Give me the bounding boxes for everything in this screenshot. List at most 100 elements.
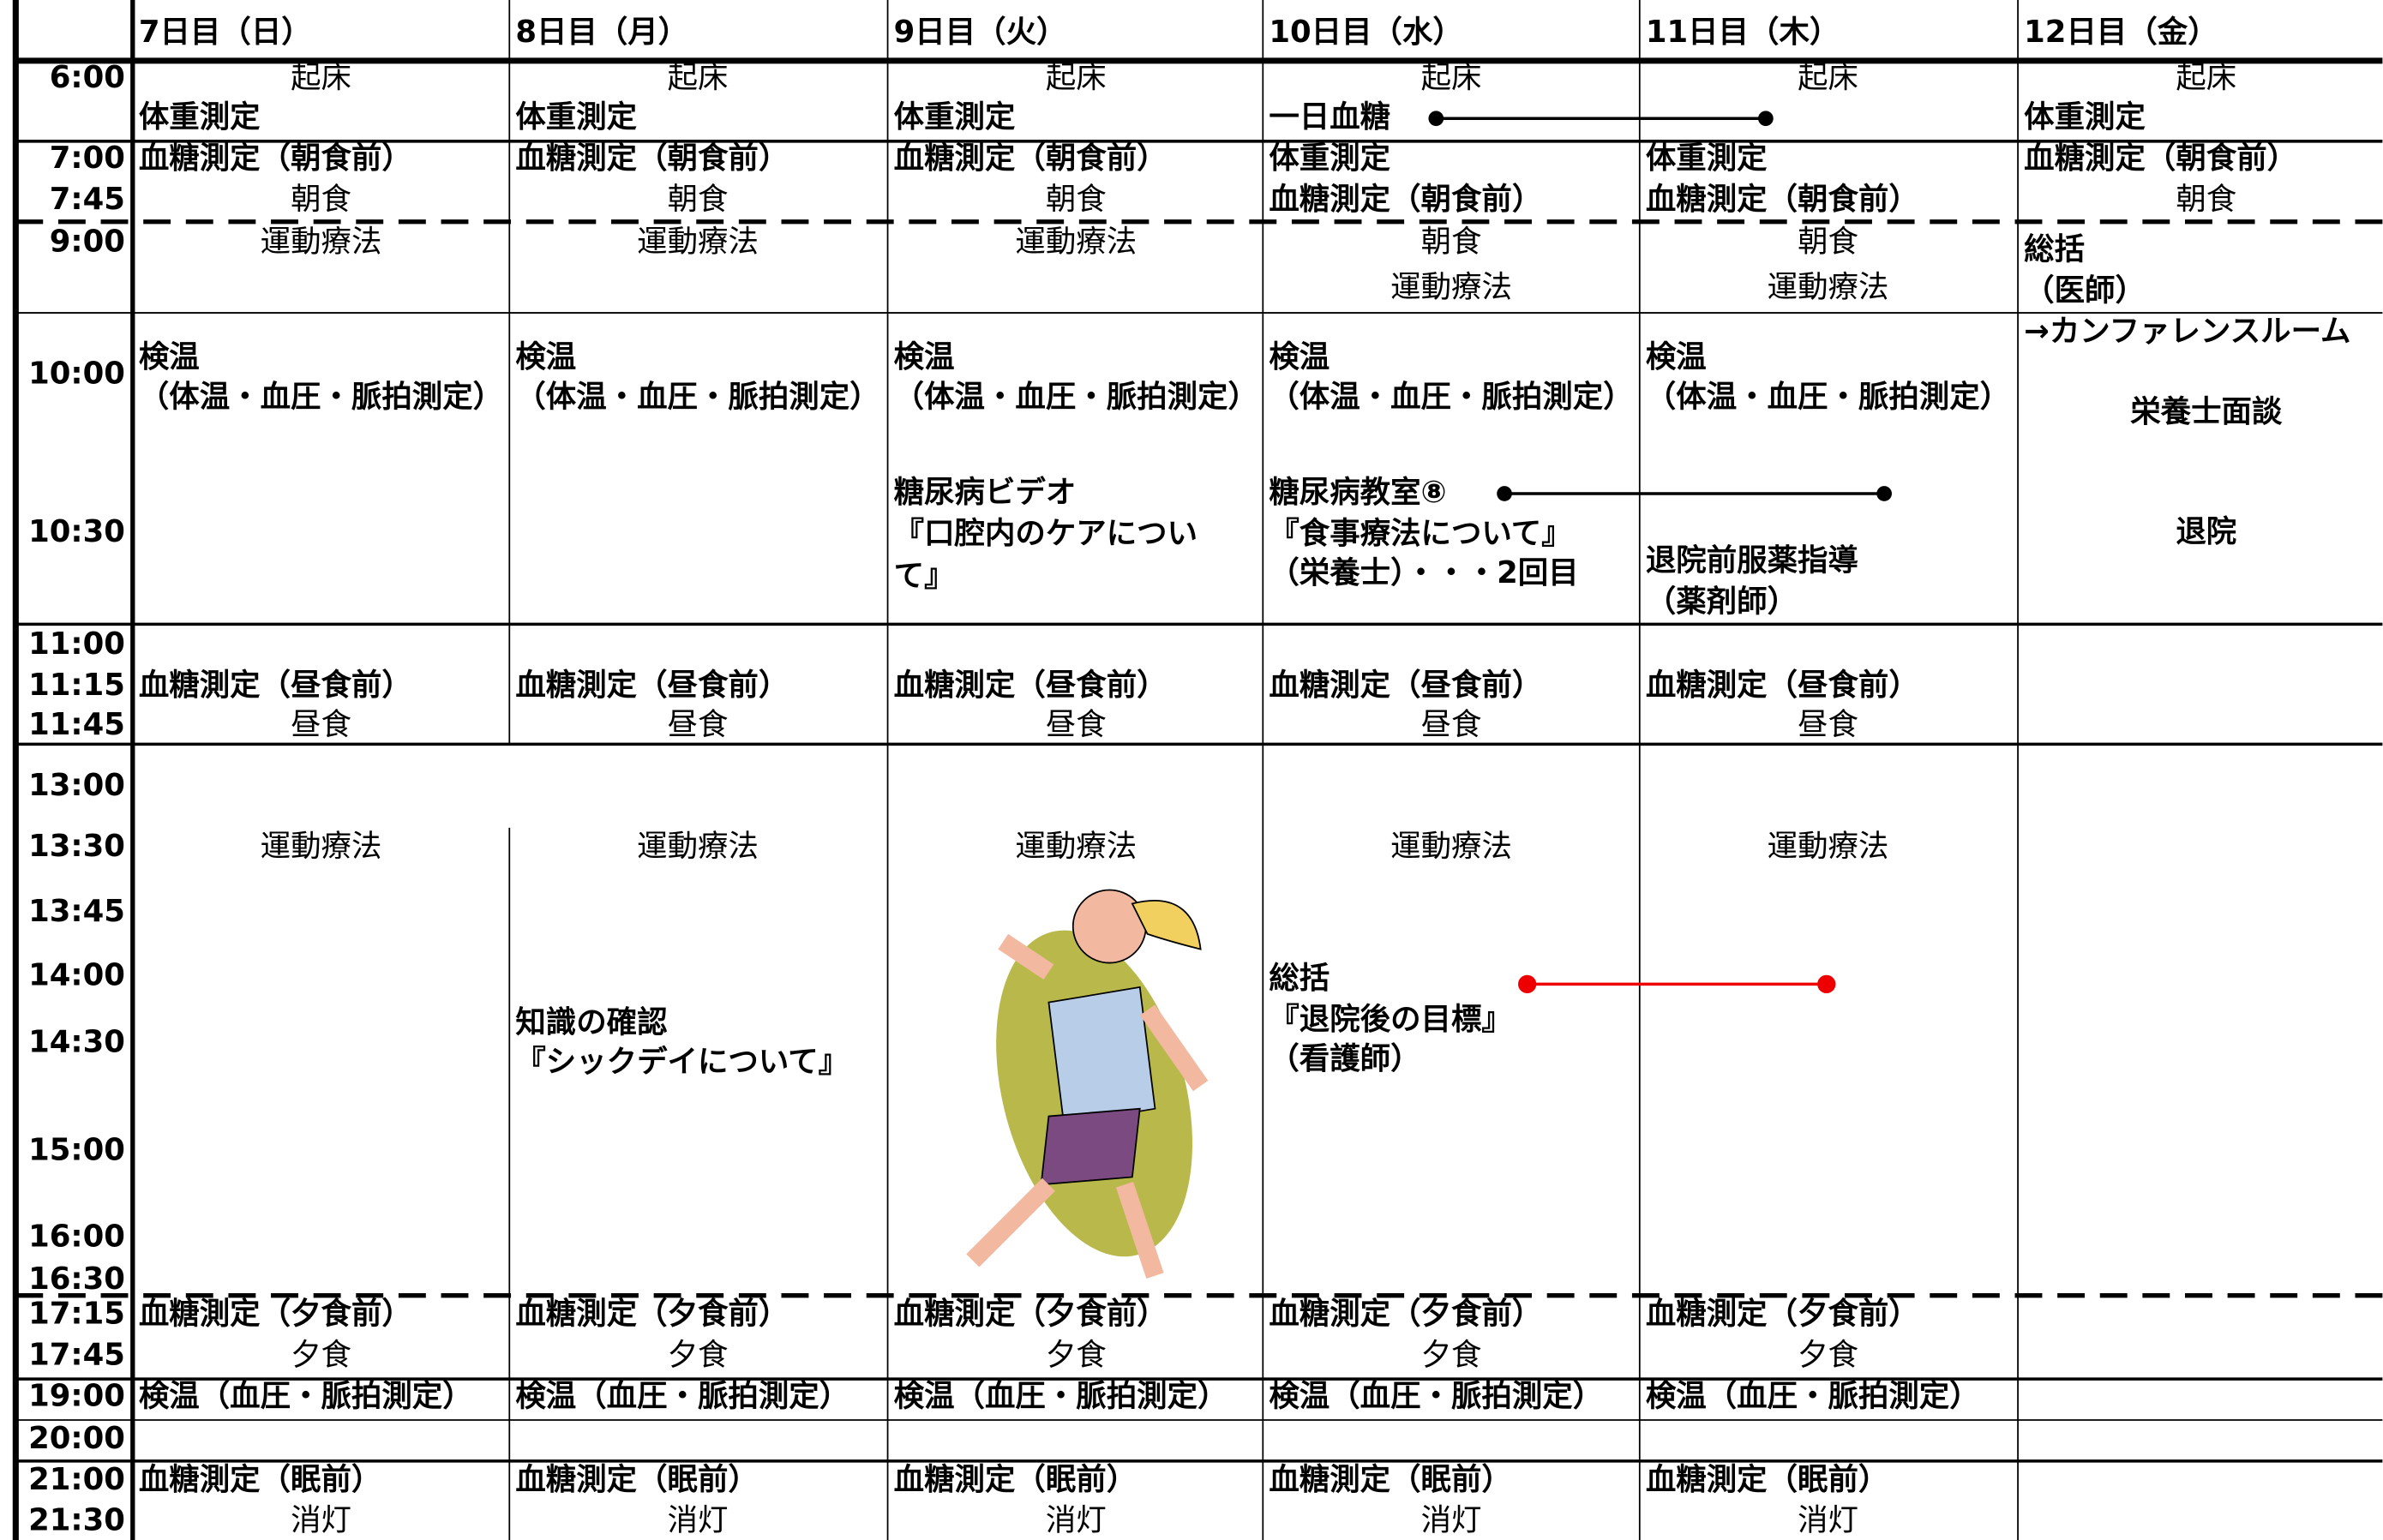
schedule-item: （医師） bbox=[2024, 273, 2146, 308]
schedule-item: 総括 bbox=[2024, 231, 2085, 267]
day-header: 8日目（月） bbox=[515, 15, 688, 50]
schedule-item: 血糖測定（朝食前） bbox=[894, 141, 1167, 176]
schedule-item: 朝食 bbox=[2176, 182, 2236, 217]
time-label: 15:00 bbox=[28, 1132, 125, 1167]
illustration-limbs bbox=[966, 933, 1209, 1279]
schedule-item: 朝食 bbox=[1421, 225, 1482, 260]
schedule-item: （体温・血圧・脈拍測定） bbox=[1646, 379, 2010, 414]
schedule-item: 消灯 bbox=[291, 1503, 351, 1538]
schedule-item: 朝食 bbox=[291, 182, 351, 217]
schedule-item: 夕食 bbox=[1798, 1338, 1858, 1373]
time-label: 7:45 bbox=[50, 182, 125, 217]
time-label: 17:45 bbox=[28, 1338, 125, 1373]
illustration-shirt bbox=[1047, 986, 1156, 1125]
schedule-item: 検温（血圧・脈拍測定） bbox=[139, 1378, 473, 1413]
schedule-item: 検温 bbox=[1646, 339, 1707, 375]
highlight-item: （看護師） bbox=[1269, 1041, 1420, 1076]
schedule-item: 運動療法 bbox=[261, 225, 382, 260]
schedule-item: 退院 bbox=[2176, 514, 2236, 549]
schedule-item: 血糖測定（朝食前） bbox=[515, 141, 789, 176]
time-label: 14:30 bbox=[28, 1024, 125, 1059]
schedule-item: 起床 bbox=[668, 60, 729, 95]
schedule-item: 運動療法 bbox=[1768, 829, 1889, 864]
schedule-item: 検温 bbox=[1269, 339, 1330, 375]
schedule-item: 栄養士面談 bbox=[2130, 394, 2283, 429]
time-label: 10:00 bbox=[28, 357, 125, 392]
highlight-item: 『口腔内のケアについ bbox=[894, 516, 1198, 551]
schedule-item: 検温 bbox=[894, 339, 955, 375]
schedule-item: （栄養士）・・・2回目 bbox=[1269, 555, 1578, 590]
schedule-item: 朝食 bbox=[1798, 225, 1858, 260]
time-label: 16:30 bbox=[28, 1261, 125, 1297]
schedule-item: （体温・血圧・脈拍測定） bbox=[1269, 379, 1633, 414]
schedule-item: 朝食 bbox=[1046, 182, 1107, 217]
day-header: 9日目（火） bbox=[894, 15, 1067, 50]
schedule-item: 血糖測定（夕食前） bbox=[894, 1297, 1167, 1332]
schedule-item: 体重測定 bbox=[515, 99, 637, 135]
schedule-item: 一日血糖 bbox=[1269, 99, 1390, 135]
schedule-item: 運動療法 bbox=[1390, 829, 1512, 864]
schedule-item: 体重測定 bbox=[2024, 99, 2146, 135]
connectors bbox=[1428, 111, 1892, 994]
schedule-item: 血糖測定（眠前） bbox=[894, 1462, 1137, 1497]
schedule-item: 血糖測定（昼食前） bbox=[1269, 668, 1542, 703]
schedule-item: 血糖測定（眠前） bbox=[1269, 1462, 1512, 1497]
time-label: 13:00 bbox=[28, 768, 125, 803]
schedule-item: 消灯 bbox=[668, 1503, 729, 1538]
schedule-item: 起床 bbox=[1421, 60, 1482, 95]
time-label: 20:00 bbox=[28, 1421, 125, 1456]
schedule-item: 消灯 bbox=[1798, 1503, 1858, 1538]
schedule-item: 体重測定 bbox=[1646, 141, 1768, 176]
schedule-item: 運動療法 bbox=[637, 829, 759, 864]
schedule-item: 血糖測定（眠前） bbox=[1646, 1462, 1889, 1497]
day-header: 7日目（日） bbox=[139, 15, 312, 50]
connector-dot bbox=[1758, 111, 1774, 127]
illustration-hair bbox=[1131, 900, 1202, 950]
schedule-item: 夕食 bbox=[1046, 1338, 1107, 1373]
schedule-item: 血糖測定（夕食前） bbox=[1646, 1297, 1919, 1332]
schedule-item: 検温（血圧・脈拍測定） bbox=[1269, 1378, 1603, 1413]
connector-dot bbox=[1817, 974, 1836, 994]
time-label: 9:00 bbox=[50, 225, 125, 260]
schedule-item: 運動療法 bbox=[1015, 225, 1137, 260]
time-label: 16:00 bbox=[28, 1219, 125, 1254]
time-label: 13:30 bbox=[28, 829, 125, 864]
highlight-item: 知識の確認 bbox=[515, 1004, 667, 1040]
schedule-item: 血糖測定（眠前） bbox=[139, 1462, 382, 1497]
time-label: 11:00 bbox=[28, 626, 125, 662]
runner-illustration bbox=[966, 889, 1209, 1279]
schedule-item: 血糖測定（朝食前） bbox=[139, 141, 412, 176]
schedule-item: 朝食 bbox=[668, 182, 729, 217]
schedule-item: 検温 bbox=[515, 339, 576, 375]
schedule-item: 昼食 bbox=[291, 707, 351, 742]
schedule-item: 起床 bbox=[291, 60, 351, 95]
illustration-head bbox=[1071, 889, 1147, 964]
schedule-item: 昼食 bbox=[1798, 707, 1858, 742]
schedule-item: （薬剤師） bbox=[1646, 584, 1798, 620]
schedule-item: 検温（血圧・脈拍測定） bbox=[515, 1378, 849, 1413]
schedule-item: 夕食 bbox=[668, 1338, 729, 1373]
connector-dot bbox=[1428, 111, 1444, 127]
schedule-item: 体重測定 bbox=[894, 99, 1016, 135]
schedule-item: 血糖測定（夕食前） bbox=[139, 1297, 412, 1332]
schedule-item: （体温・血圧・脈拍測定） bbox=[139, 379, 503, 414]
time-label: 6:00 bbox=[50, 60, 125, 95]
schedule-item: 血糖測定（眠前） bbox=[515, 1462, 759, 1497]
highlight-item: 『シックデイについて』 bbox=[515, 1045, 849, 1080]
schedule-item: 昼食 bbox=[1421, 707, 1482, 742]
time-label: 11:45 bbox=[28, 707, 125, 742]
schedule-item: 運動療法 bbox=[261, 829, 382, 864]
schedule-item: 血糖測定（朝食前） bbox=[1269, 182, 1542, 217]
schedule-item: （体温・血圧・脈拍測定） bbox=[894, 379, 1258, 414]
time-label: 14:00 bbox=[28, 958, 125, 993]
time-label: 21:30 bbox=[28, 1503, 125, 1538]
schedule-item: 検温（血圧・脈拍測定） bbox=[1646, 1378, 1980, 1413]
schedule-item: 運動療法 bbox=[1390, 270, 1512, 305]
schedule-item: 起床 bbox=[2176, 60, 2236, 95]
schedule-item: 夕食 bbox=[291, 1338, 351, 1373]
time-label: 17:15 bbox=[28, 1297, 125, 1332]
time-label: 21:00 bbox=[28, 1462, 125, 1497]
schedule-item: 『食事療法について』 bbox=[1269, 516, 1571, 551]
day-header: 10日目（水） bbox=[1269, 15, 1463, 50]
schedule-item: 血糖測定（朝食前） bbox=[2024, 141, 2297, 176]
